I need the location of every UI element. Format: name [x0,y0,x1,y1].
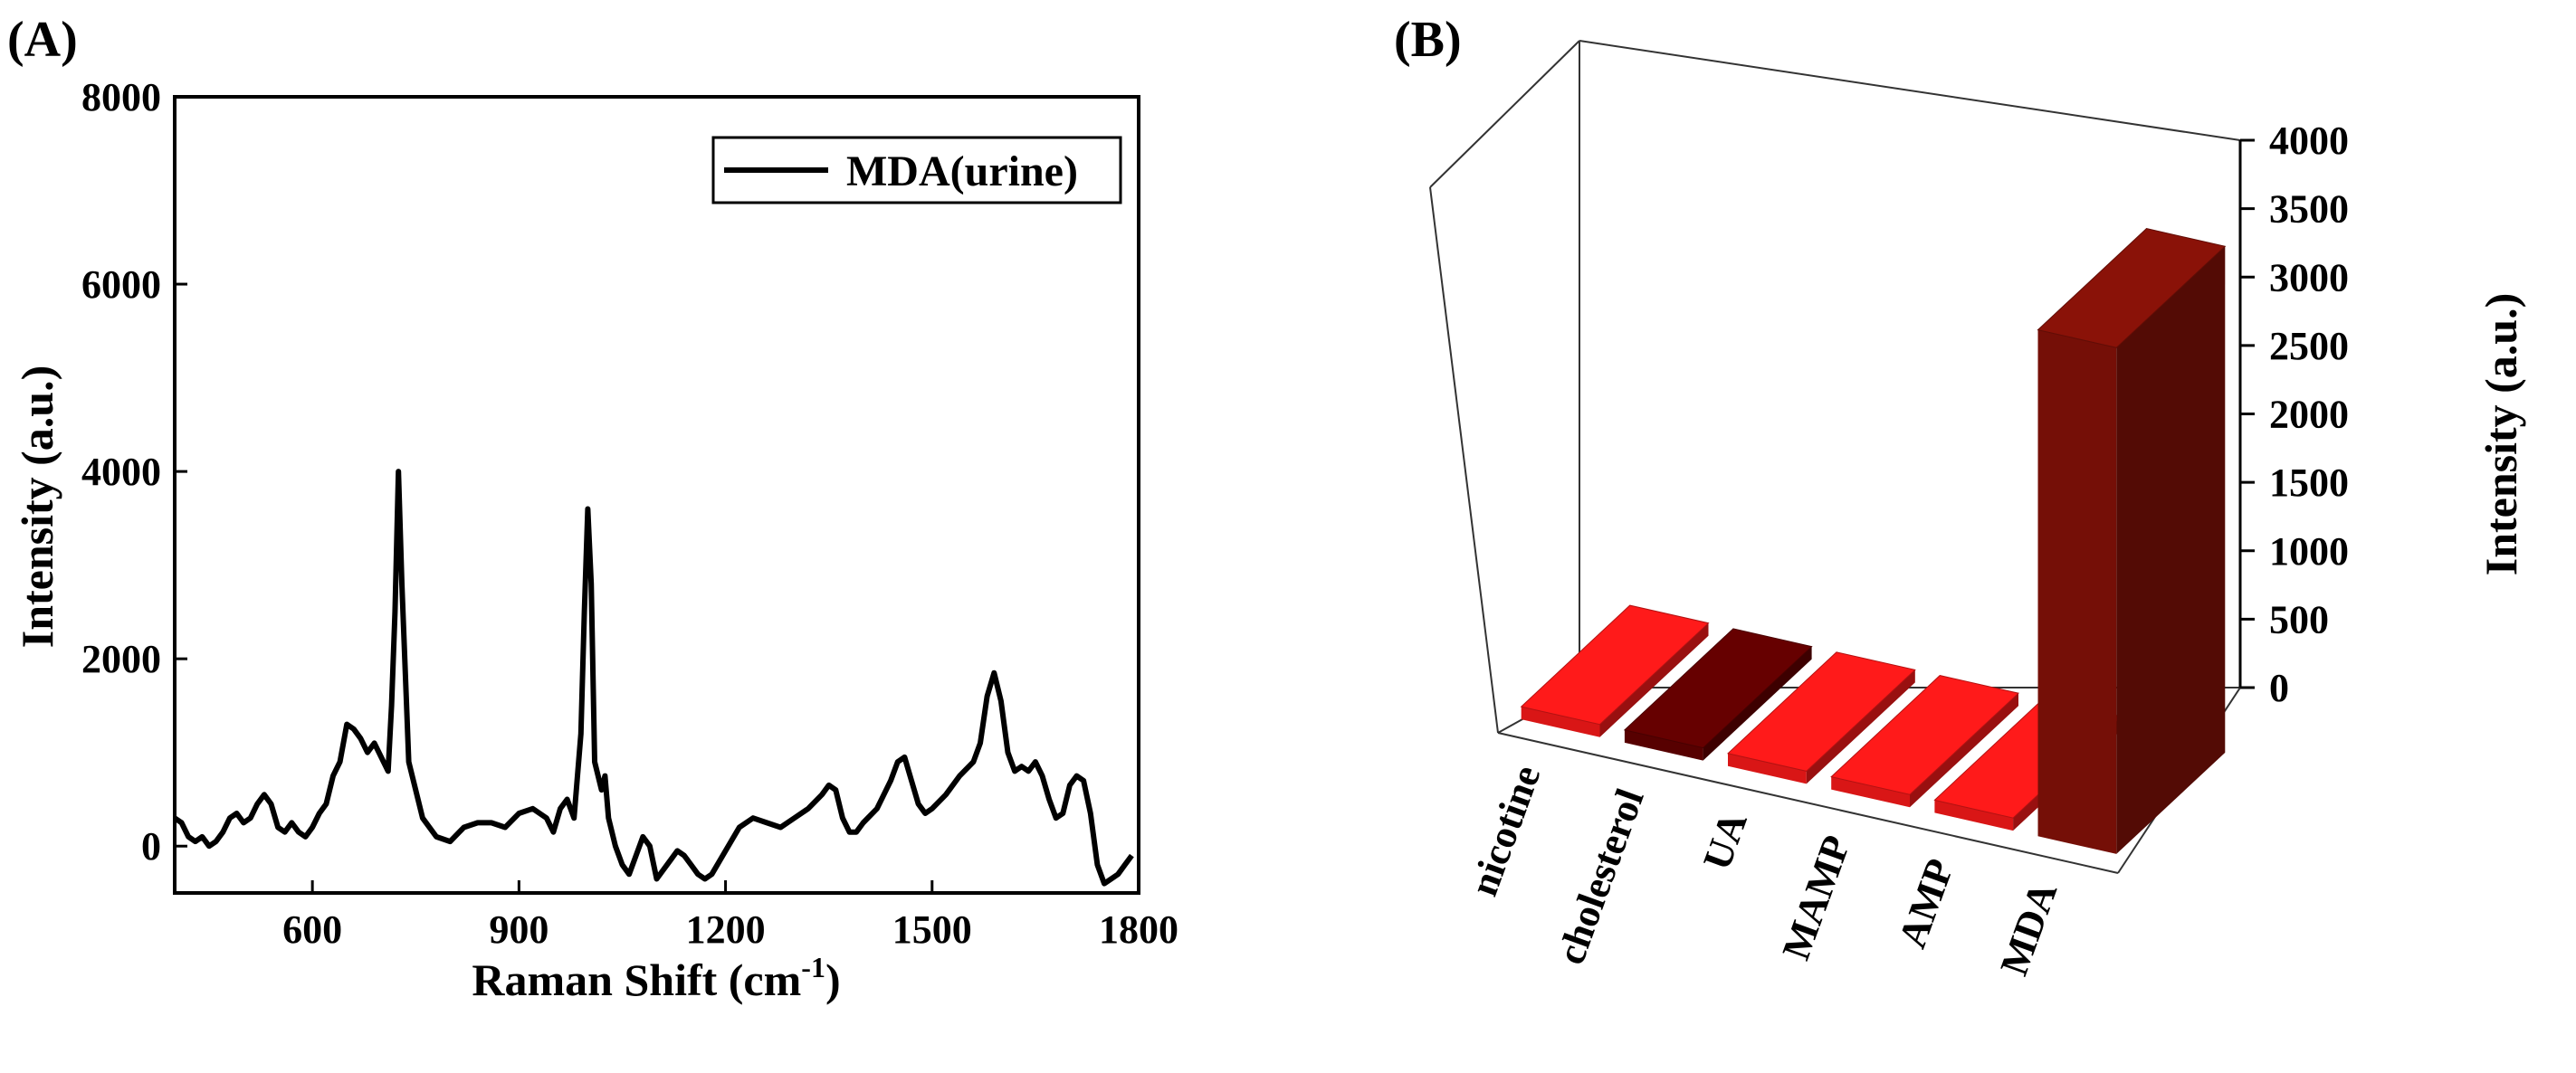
y-tick-label: 1500 [2269,461,2349,505]
series-line-mda-urine [173,469,1134,887]
panel-b-y-axis-label: Intensity (a.u.) [2476,293,2526,576]
category-label-mamp: MAMP [1773,830,1859,965]
panel-a-ticks: 600 900 1200 1500 1800 0 2000 4000 6000 8000 [81,75,1178,952]
bar-front-face [1934,800,2014,831]
bar-top-face [1623,628,1813,749]
panel-a-plot-frame [173,95,1140,895]
x-tick-label: 1500 [892,907,972,952]
y-tick-label: 2500 [2269,324,2349,368]
category-label-nicotine: nicotine [1461,760,1549,902]
bar-side-face [2116,246,2226,854]
bar-front-face [1521,707,1600,737]
bar-mda [2037,228,2227,854]
bar-side-face [1599,622,1709,737]
x-label-suffix: ) [825,954,841,1005]
category-label-ua: UA [1694,806,1756,876]
x-label-superscript: -1 [801,951,825,983]
y-tick-label: 1000 [2269,529,2349,574]
y-tick-label: 0 [141,824,161,869]
y-tick-label: 6000 [81,262,161,307]
bar-front-face [1728,753,1807,784]
bar-front-face [1624,729,1703,761]
y-tick-label: 4000 [81,450,161,494]
y-tick-label: 2000 [81,637,161,681]
panel-a-y-axis-label: Intensity (a.u.) [12,366,62,649]
panel-b-chart: 0 500 1000 1500 2000 2500 3000 3500 4000 nicotin… [1429,40,2526,982]
bar-top-face [1830,675,2020,795]
x-tick-label: 1200 [686,907,766,952]
panel-a-x-axis-label: Raman Shift (cm-1) [472,951,840,1005]
bar-ua [1726,651,1916,784]
panel-a-legend: MDA(urine) [711,136,1122,204]
bar-nicotine [1520,604,1710,737]
panel-b-label: (B) [1394,12,1462,68]
bar-top-face [1726,651,1916,772]
bar-cholesterol [1623,628,1813,761]
bar-side-face [1806,669,1915,784]
bar-mamp [1830,675,2020,808]
bar-top-face [2037,228,2227,348]
category-label-mda: MDA [1991,877,2066,982]
y-tick-label: 4000 [2269,119,2349,163]
bar-front-face [1831,776,1910,808]
x-label-main: Raman Shift (cm [472,954,801,1005]
x-tick-label: 600 [282,907,342,952]
x-tick-label: 900 [489,907,549,952]
category-label-amp: AMP [1890,853,1962,954]
bar-side-face [1703,646,1812,761]
bar-front-face [2037,329,2117,854]
y-tick-label: 0 [2269,666,2289,710]
panel-b-bars [1520,228,2227,854]
legend-entry-mda-urine: MDA(urine) [846,147,1078,195]
bar-top-face [1520,604,1710,726]
y-tick-label: 3500 [2269,187,2349,232]
category-label-cholesterol: cholesterol [1549,783,1653,970]
y-tick-label: 3000 [2269,255,2349,299]
bar-side-face [1910,693,2018,808]
x-tick-label: 1800 [1099,907,1178,952]
y-tick-label: 2000 [2269,393,2349,437]
panel-a-label: (A) [7,12,78,68]
panel-b-y-axis: 0 500 1000 1500 2000 2500 3000 3500 4000 [2238,119,2349,710]
y-tick-label: 500 [2269,597,2329,641]
y-tick-label: 8000 [81,75,161,119]
panel-a-chart: 600 900 1200 1500 1800 0 2000 4000 6000 8000 MDA(… [12,75,1178,1005]
